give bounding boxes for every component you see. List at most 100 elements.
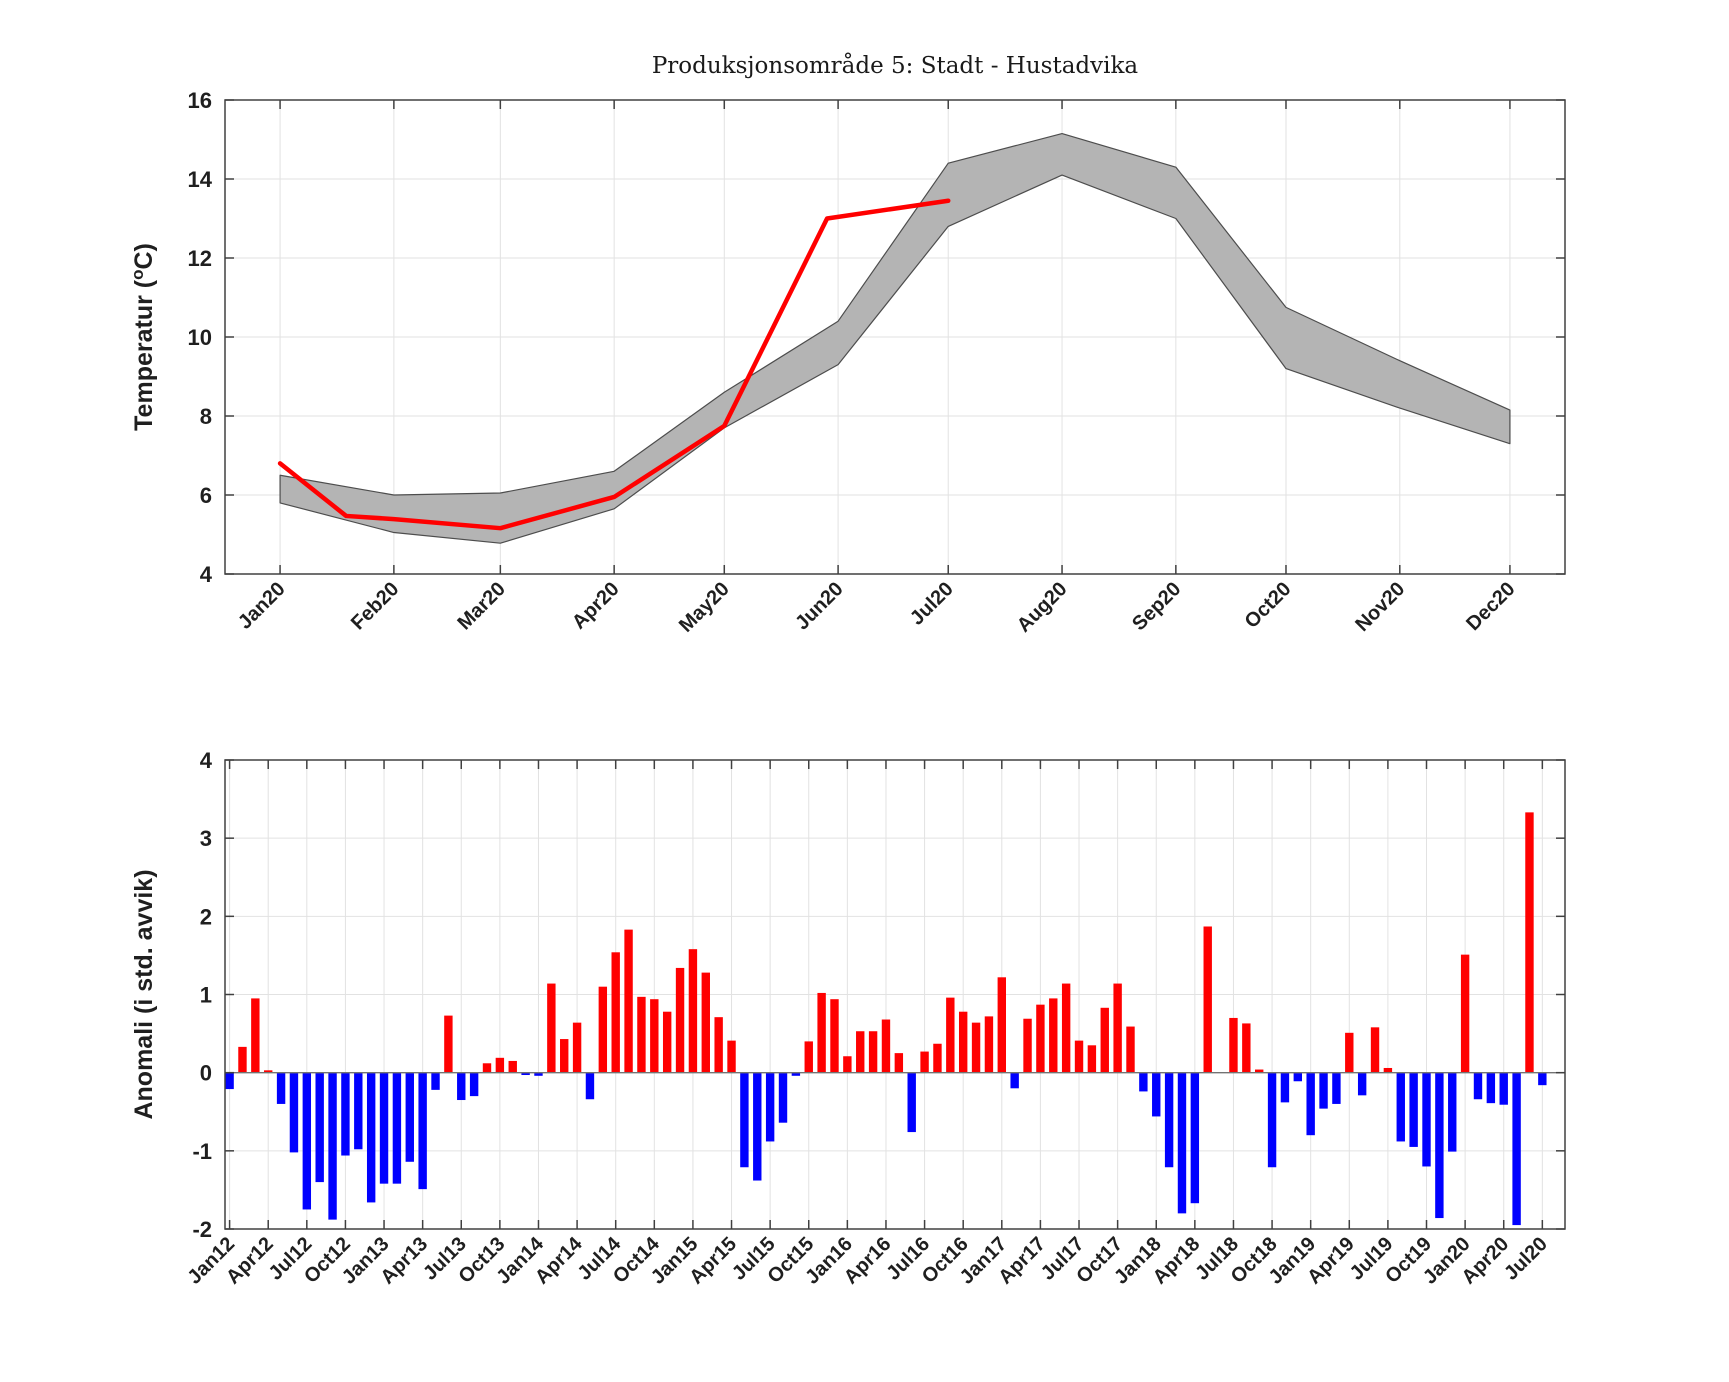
x-tick-label: Oct20 — [1241, 578, 1296, 633]
anomaly-bar — [495, 1057, 505, 1073]
anomaly-bar — [933, 1043, 942, 1073]
y-axis-label: Anomali (i std. avvik) — [130, 869, 158, 1119]
anomaly-bar — [804, 1041, 813, 1073]
anomaly-bar — [1010, 1072, 1019, 1089]
anomaly-bar — [1036, 1004, 1045, 1073]
anomaly-bar — [1370, 1027, 1380, 1073]
anomaly-bar — [971, 1022, 981, 1073]
anomaly-bar — [1512, 1072, 1521, 1226]
anomaly-bar — [1203, 926, 1212, 1073]
anomaly-bar — [1113, 983, 1122, 1073]
x-tick-label: Apr20 — [568, 578, 624, 634]
anomaly-bar — [585, 1072, 595, 1100]
anomaly-chart: Jan12Apr12Jul12Oct12Jan13Apr13Jul13Oct13… — [130, 748, 1566, 1289]
anomaly-bar — [431, 1072, 440, 1090]
observed-temperature-line — [277, 198, 951, 531]
anomaly-bar — [379, 1072, 389, 1184]
anomaly-bar — [521, 1072, 530, 1076]
anomaly-bar — [366, 1072, 376, 1203]
anomaly-bar — [662, 1011, 672, 1073]
anomaly-bar — [457, 1072, 466, 1101]
anomaly-bar — [1499, 1072, 1508, 1105]
anomaly-bar — [843, 1056, 852, 1073]
anomaly-bar — [1422, 1072, 1431, 1167]
x-tick-label: Jul20 — [906, 578, 958, 630]
anomaly-bar — [1460, 954, 1470, 1073]
anomaly-bar — [1435, 1072, 1444, 1219]
anomaly-bar — [315, 1072, 324, 1183]
anomaly-bar — [791, 1072, 801, 1076]
anomaly-bar — [624, 929, 633, 1073]
anomaly-bar — [881, 1019, 891, 1073]
anomaly-bar — [1396, 1072, 1405, 1142]
anomaly-bar — [688, 949, 698, 1073]
anomaly-bar — [1087, 1045, 1097, 1073]
anomaly-bar — [1383, 1067, 1393, 1073]
anomaly-bar — [1139, 1072, 1148, 1092]
y-tick-label: 6 — [200, 483, 212, 508]
anomaly-bar — [1267, 1072, 1277, 1168]
anomaly-bar — [1319, 1072, 1328, 1109]
y-tick-label: 1 — [200, 983, 212, 1008]
x-tick-label: Mar20 — [453, 578, 509, 634]
anomaly-bar — [765, 1072, 775, 1142]
x-tick-label: Nov20 — [1351, 578, 1409, 636]
anomaly-bar — [984, 1016, 994, 1073]
anomaly-bar — [238, 1046, 247, 1073]
anomaly-bar — [637, 996, 646, 1073]
y-tick-label: -1 — [192, 1139, 212, 1164]
anomaly-bar — [547, 983, 556, 1073]
y-tick-label: 4 — [200, 562, 213, 587]
anomaly-bar — [1177, 1072, 1187, 1214]
anomaly-bar — [289, 1072, 299, 1153]
anomaly-bar — [392, 1072, 402, 1184]
climatology-band — [279, 132, 1511, 544]
anomaly-bar — [1100, 1007, 1109, 1073]
y-tick-label: -2 — [192, 1217, 212, 1242]
anomaly-bar — [740, 1072, 749, 1168]
anomaly-bar — [1538, 1072, 1547, 1086]
anomaly-bar — [1049, 998, 1058, 1073]
x-tick-label: Sep20 — [1128, 578, 1185, 635]
y-tick-label: 4 — [200, 748, 213, 773]
anomaly-bar — [264, 1070, 273, 1073]
anomaly-bar — [1126, 1026, 1135, 1073]
y-tick-label: 3 — [200, 826, 212, 851]
anomaly-bar — [560, 1039, 569, 1073]
anomaly-bar — [727, 1040, 736, 1073]
anomaly-bar — [920, 1051, 929, 1073]
anomaly-bar — [1409, 1072, 1418, 1147]
anomaly-bar — [444, 1015, 453, 1073]
anomaly-bar — [598, 986, 608, 1073]
anomaly-bar — [1023, 1018, 1032, 1073]
anomaly-bar — [1242, 1023, 1251, 1073]
anomaly-bar — [1152, 1072, 1161, 1117]
anomaly-bar — [482, 1063, 492, 1073]
x-tick-label: May20 — [675, 578, 734, 637]
anomaly-bars — [225, 812, 1547, 1226]
anomaly-bar — [958, 1011, 968, 1073]
anomaly-bar — [830, 999, 839, 1073]
x-tick-label: Jun20 — [791, 578, 847, 634]
x-tick-label: Jan20 — [234, 578, 290, 634]
x-tick-label: Jul20 — [1500, 1233, 1552, 1285]
anomaly-bar — [469, 1072, 479, 1097]
anomaly-bar — [650, 999, 659, 1073]
anomaly-bar — [1293, 1072, 1303, 1082]
anomaly-bar — [328, 1072, 337, 1220]
anomaly-bar — [868, 1031, 878, 1073]
anomaly-bar — [1255, 1069, 1264, 1073]
anomaly-bar — [1190, 1072, 1200, 1204]
anomaly-bar — [405, 1072, 414, 1162]
anomaly-bar — [753, 1072, 762, 1181]
anomaly-bar — [1306, 1072, 1315, 1136]
anomaly-bar — [1473, 1072, 1483, 1100]
x-tick-label: Aug20 — [1013, 578, 1072, 637]
anomaly-bar — [675, 967, 685, 1073]
anomaly-bar — [1229, 1017, 1238, 1073]
anomaly-bar — [276, 1072, 286, 1104]
y-tick-label: 0 — [200, 1061, 212, 1086]
anomaly-bar — [946, 997, 955, 1073]
anomaly-bar — [907, 1072, 916, 1133]
